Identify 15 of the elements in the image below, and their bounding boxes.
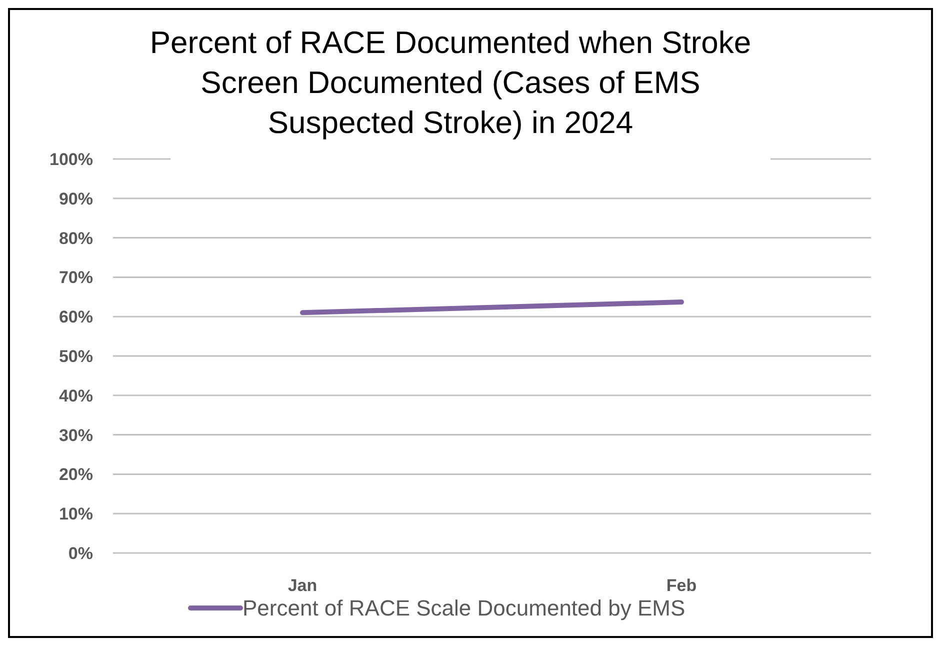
y-tick-label: 90% [58,189,93,208]
y-tick-label: 20% [58,465,93,484]
x-tick-label: Feb [666,576,697,595]
y-tick-label: 30% [58,426,93,445]
y-tick-label: 80% [58,228,93,248]
y-tick-label: 0% [68,544,93,563]
y-tick-label: 60% [58,308,93,327]
chart-title: Percent of RACE Documented when Stroke Screen Documented (Cases of EMS Suspected Stroke) in 2024 [150,25,752,140]
y-tick-label: 50% [58,346,93,366]
y-tick-label: 40% [58,386,93,406]
y-tick-label: 100% [50,150,93,169]
legend-label: Percent of RACE Scale Documented by EMS [242,596,686,621]
y-tick-label: 70% [58,268,93,288]
x-tick-label: Jan [288,576,318,595]
y-tick-label: 10% [58,504,93,524]
